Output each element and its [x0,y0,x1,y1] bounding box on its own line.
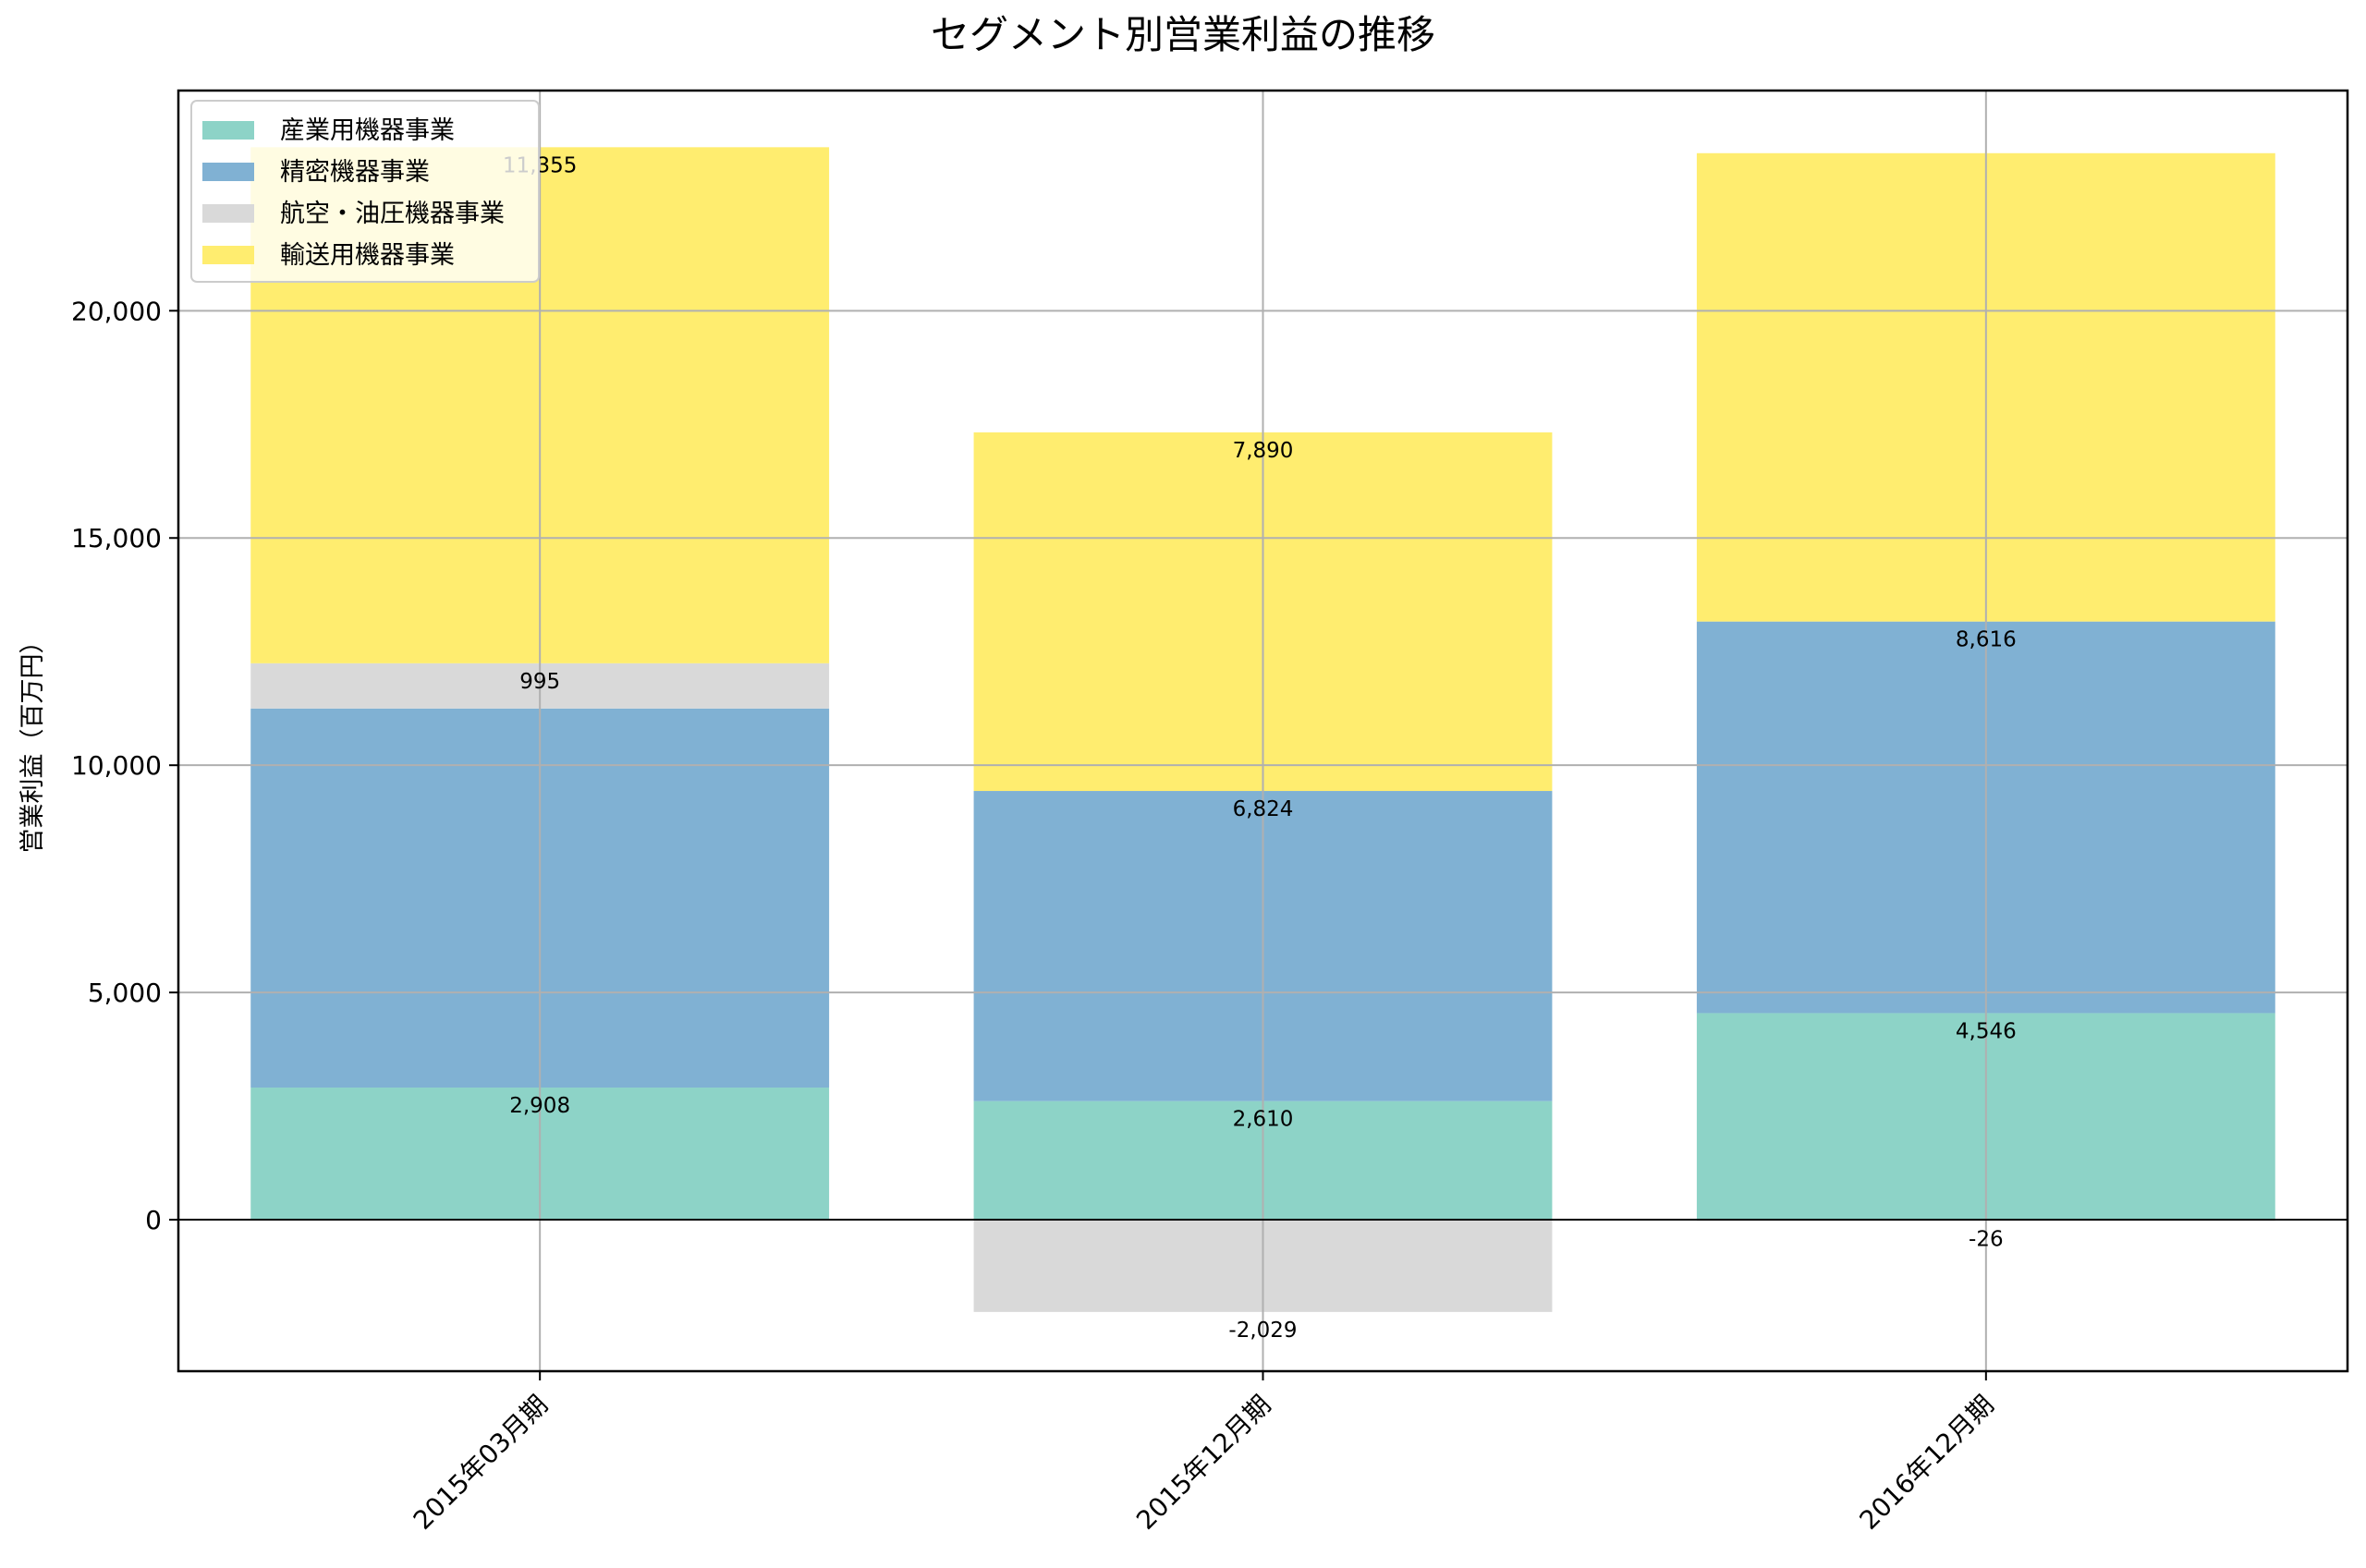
data-label-s0-c2: 4,546 [1956,1019,2017,1043]
data-label-s3-c1: 7,890 [1233,439,1294,463]
x-tick-label-0: 2015年03月期 [408,1390,554,1536]
legend-label-0: 産業用機器事業 [280,116,455,145]
y-tick-label-4: 20,000 [71,296,162,326]
chart-title: セグメント別営業利益の推移 [931,12,1435,57]
legend-box [190,100,540,283]
legend-swatch-2 [202,204,254,223]
y-tick-label-1: 5,000 [88,978,162,1008]
y-tick-label-3: 15,000 [71,523,162,553]
data-label-s2-c1: -2,029 [1228,1319,1297,1343]
y-tick-label-0: 0 [145,1205,162,1235]
legend-swatch-1 [202,163,254,181]
legend-label-3: 輸送用機器事業 [280,241,455,270]
data-label-s2-c2: -26 [1969,1227,2004,1251]
data-label-s0-c0: 2,908 [509,1094,570,1118]
data-label-s0-c1: 2,610 [1233,1108,1294,1132]
x-tick-label-2: 2016年12月期 [1853,1390,1999,1536]
data-label-s1-c2: 8,616 [1956,628,2017,652]
legend-swatch-0 [202,121,254,140]
legend-label-2: 航空・油圧機器事業 [280,200,505,228]
legend-swatch-3 [202,246,254,264]
data-label-s2-c0: 995 [519,670,560,694]
x-tick-label-1: 2015年12月期 [1130,1390,1276,1536]
data-label-s1-c1: 6,824 [1233,797,1294,821]
y-axis-label: 営業利益（百万円） [18,629,47,854]
y-tick-label-2: 10,000 [71,750,162,781]
legend-label-1: 精密機器事業 [280,158,430,187]
